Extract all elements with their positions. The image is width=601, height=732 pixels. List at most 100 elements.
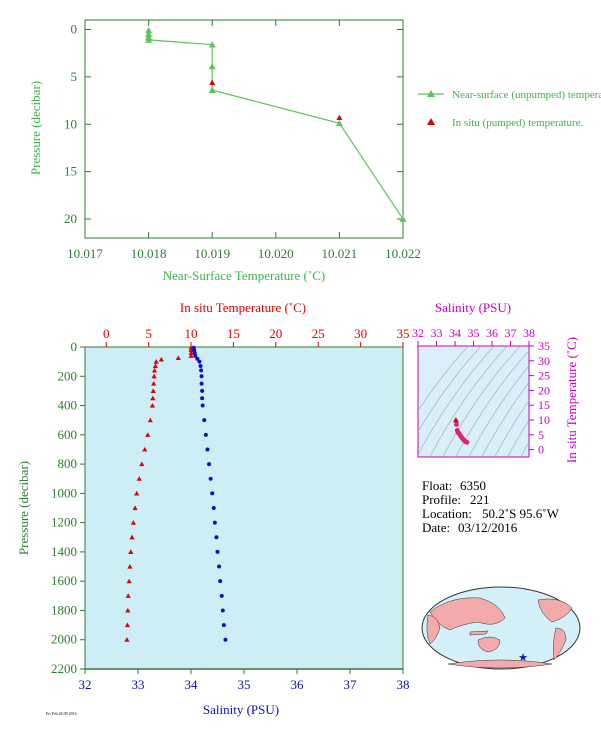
- salinity-point: [210, 491, 215, 496]
- ts-density-contour: [468, 365, 529, 457]
- ts-y-tick-label: 15: [538, 398, 550, 412]
- temperature-point: [124, 637, 130, 642]
- temperature-point: [127, 563, 133, 569]
- temperature-point: [142, 446, 148, 452]
- salinity-point: [211, 506, 216, 510]
- top-y-tick-label: 0: [71, 21, 78, 36]
- unpumped-temperature-point: [399, 215, 407, 222]
- salinity-tick-label: 37: [344, 677, 358, 692]
- salinity-tick-label: 34: [185, 677, 199, 692]
- pressure-tick-label: 600: [58, 427, 78, 442]
- top-x-tick-label: 10.017: [67, 246, 103, 261]
- salinity-point: [214, 535, 219, 540]
- legend-marker-unpumped: [427, 90, 435, 97]
- salinity-point: [197, 359, 202, 364]
- temperature-point: [150, 388, 156, 393]
- temperature-point: [128, 549, 134, 554]
- temperature-point: [151, 367, 158, 373]
- ts-y-axis-title: In situ Temperature (˚C): [564, 337, 579, 463]
- pressure-tick-label: 1600: [51, 573, 77, 588]
- salinity-point: [200, 396, 205, 401]
- date-value: 03/12/2016: [458, 520, 518, 535]
- land-indonesia: [469, 630, 489, 636]
- float-info: Float: 6350 Profile: 221 Location: 50.2˚…: [422, 478, 560, 535]
- temperature-point: [124, 622, 130, 628]
- salinity-point: [205, 447, 210, 452]
- salinity-point: [208, 476, 213, 481]
- top-y-tick-label: 10: [64, 116, 77, 131]
- float-label: Float:: [422, 478, 452, 493]
- ts-x-tick-label: 33: [431, 326, 443, 340]
- temperature-point: [125, 593, 131, 598]
- top-y-tick-label: 15: [64, 164, 77, 179]
- ts-points: [452, 417, 470, 445]
- ts-density-contour: [418, 346, 482, 433]
- pressure-tick-label: 1000: [51, 485, 77, 500]
- salinity-point: [199, 374, 204, 379]
- temperature-point: [175, 355, 181, 361]
- unpumped-temperature-point: [208, 86, 216, 93]
- salinity-tick-label: 32: [79, 677, 92, 692]
- salinity-tick-label: 35: [238, 677, 251, 692]
- ts-point: [464, 439, 470, 445]
- legend-label-unpumped-1: Near-surface (unpumped) temperature.: [452, 89, 601, 101]
- pressure-tick-label: 2000: [51, 632, 77, 647]
- pressure-tick-label: 400: [58, 398, 78, 413]
- temperature-point: [151, 380, 157, 386]
- salinity-point: [212, 520, 217, 525]
- float-value: 6350: [460, 478, 486, 493]
- temperature-point: [139, 461, 145, 467]
- salinity-point: [215, 549, 220, 554]
- temperature-point: [153, 359, 159, 364]
- pressure-tick-label: 1800: [51, 602, 77, 617]
- unpumped-temperature-point: [208, 62, 216, 70]
- salinity-profile: [191, 345, 228, 642]
- temperature-tick-label: 10: [185, 326, 198, 341]
- ts-y-tick-label: 35: [538, 339, 550, 353]
- ts-x-tick-label: 37: [505, 326, 517, 340]
- salinity-point: [202, 418, 207, 423]
- ts-surface-point: [452, 417, 459, 423]
- top-x-ticks: 10.017 10.018 10.019 10.020 10.021 10.022: [67, 20, 421, 261]
- pressure-tick-label: 200: [58, 368, 78, 383]
- top-x-tick-label: 10.019: [194, 246, 230, 261]
- salinity-point: [199, 381, 204, 386]
- temperature-axis-title: In situ Temperature (˚C): [180, 300, 306, 315]
- pumped-temperature-point: [209, 79, 216, 85]
- profile-value: 221: [470, 492, 490, 507]
- ts-x-tick-label: 34: [449, 326, 461, 340]
- land-south-america: [553, 627, 567, 661]
- temperature-point: [152, 363, 158, 369]
- legend-marker-pumped: [427, 118, 435, 125]
- top-y-ticks: 0 5 10 15 20: [64, 21, 403, 226]
- ts-y-tick-label: 25: [538, 369, 550, 383]
- temperature-profile: [124, 345, 194, 642]
- salinity-point: [199, 368, 204, 373]
- pressure-axis-title: Pressure (decibar): [16, 461, 31, 555]
- salinity-point: [200, 388, 205, 393]
- salinity-point: [193, 353, 198, 358]
- land-north-america: [537, 598, 573, 623]
- ts-density-contour: [481, 381, 529, 457]
- ts-density-contour: [418, 346, 495, 456]
- ts-density-contour: [494, 399, 529, 457]
- top-legend: Near-surface (unpumped) temperature. In …: [418, 89, 601, 129]
- ts-y-tick-label: 20: [538, 383, 550, 397]
- float-location-star: ★: [518, 652, 528, 664]
- top-x-tick-label: 10.018: [131, 246, 167, 261]
- ts-x-tick-label: 38: [523, 326, 535, 340]
- salinity-point: [219, 593, 224, 598]
- ts-density-contour: [520, 441, 529, 457]
- map-land: [426, 597, 573, 669]
- salinity-point: [217, 564, 222, 569]
- temperature-axis-ticks: 0 5 10 15 20 25 30 35: [103, 326, 410, 347]
- ts-x-tick-label: 35: [468, 326, 480, 340]
- footer-code: Fri Feb 26 09 2016: [46, 711, 77, 716]
- temperature-tick-label: 35: [397, 326, 410, 341]
- ts-point: [454, 422, 459, 427]
- location-value: 50.2˚S 95.6˚W: [482, 506, 560, 521]
- temperature-tick-label: 20: [269, 326, 282, 341]
- top-y-tick-label: 5: [71, 69, 78, 84]
